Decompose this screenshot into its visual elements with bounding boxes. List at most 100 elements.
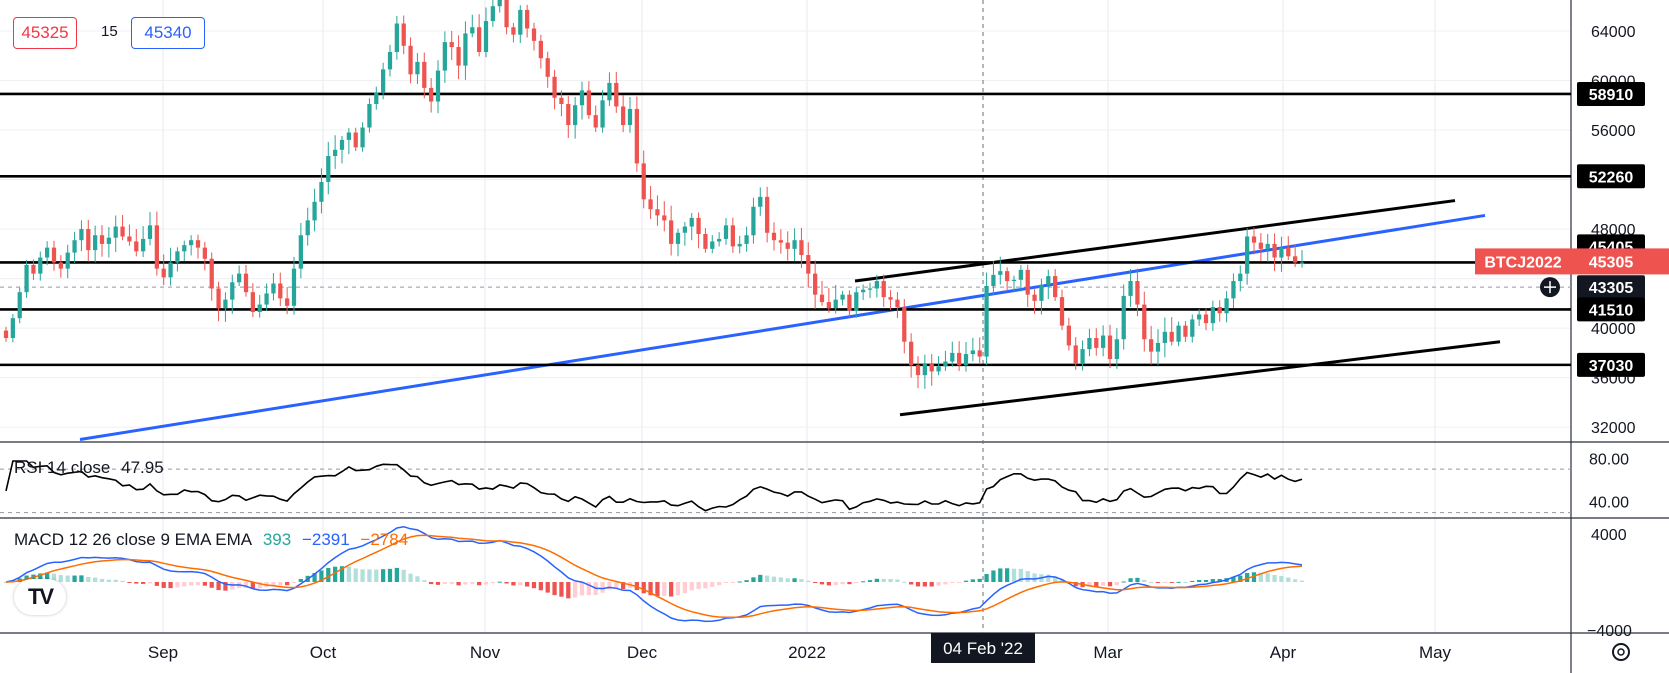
candle-body [991,274,996,286]
macd-histogram-bar [689,582,694,591]
macd-histogram-bar [113,579,118,582]
rsi-line [5,460,1303,512]
macd-histogram-bar [353,568,358,582]
macd-histogram-bar [429,582,434,585]
candle-body [806,255,811,274]
macd-histogram-bar [1245,573,1250,582]
macd-histogram-bar [381,569,386,582]
macd-histogram-bar [717,582,722,586]
macd-histogram-bar [943,582,948,585]
macd-legend-hist: 393 [262,530,292,549]
candle-body [360,127,365,148]
macd-histogram-bar [456,582,461,586]
candle-body [566,104,571,126]
macd-histogram-bar [778,577,783,582]
candle-body [511,27,516,35]
candle-body [223,299,228,309]
candle-body [175,251,180,263]
macd-histogram-bar [675,582,681,596]
candle-body [929,364,934,372]
macd-histogram-bar [298,578,303,582]
macd-histogram-bar [915,582,921,587]
symbol-tag: BTCJ2022 [1484,254,1561,271]
level-tag-text: 41510 [1589,302,1634,319]
macd-histogram-bar [771,576,777,582]
macd-histogram-bar [511,582,516,586]
candle-body [1299,262,1305,264]
macd-histogram-bar [614,582,619,589]
macd-histogram-bar [600,582,605,593]
macd-histogram-bar [970,579,975,582]
candle-body [1142,304,1147,340]
candle-body [984,286,989,357]
macd-histogram-bar [147,582,153,584]
macd-histogram-bar [1169,582,1174,583]
macd-histogram-bar [326,567,331,582]
channel-upper-line [854,199,1456,283]
tradingview-logo[interactable]: TV [14,579,66,615]
macd-histogram-bar [730,582,735,583]
macd-histogram-bar [490,582,495,584]
macd-histogram-bar [86,577,91,582]
macd-histogram-bar [257,582,262,589]
macd-legend[interactable]: MACD 12 26 close 9 EMA EMA 393 −2391 −27… [14,530,414,550]
macd-legend-macd: −2391 [301,530,350,549]
candle-body [867,288,873,290]
candle-body [586,90,591,116]
macd-histogram-bar [538,582,543,591]
macd-line [5,526,1303,623]
candle-body [93,235,98,251]
candle-body [319,182,324,202]
candle-body [826,302,831,309]
rsi-legend[interactable]: RSI 14 close 47.95 [14,458,170,478]
macd-histogram-bar [1087,582,1092,587]
candle-body [737,243,742,247]
macd-histogram-bar [518,582,523,586]
macd-histogram-bar [998,568,1003,582]
candle-body [1080,349,1085,364]
macd-histogram-bar [813,582,818,583]
candle-body [874,281,879,289]
candle-body [627,108,633,126]
macd-histogram-bar [977,578,982,582]
macd-histogram-bar [106,579,111,582]
macd-axis-tick: −4000 [1587,623,1632,640]
macd-histogram-bar [579,582,585,596]
candle-body [38,257,43,274]
candle-body [943,361,948,367]
level-tag-text: 37030 [1589,358,1634,375]
time-axis-tick: Sep [148,643,178,662]
macd-histogram-bar [1032,573,1037,582]
macd-histogram-bar [134,582,139,584]
candle-body [3,330,9,338]
candle-body [394,23,399,52]
candle-body [703,234,708,249]
macd-histogram-bar [1121,581,1126,583]
bid-price-box[interactable]: 45325 [13,17,77,49]
macd-histogram-bar [648,582,653,596]
macd-histogram-bar [1162,582,1167,583]
macd-histogram-bar [387,568,393,582]
macd-histogram-bar [449,582,454,584]
candle-body [470,27,475,34]
level-tag [1577,81,1645,106]
candle-body [1073,345,1078,364]
ask-price-box[interactable]: 45340 [131,17,205,49]
candle-body [381,69,386,93]
crosshair-plus-glyph [1544,281,1556,294]
macd-histogram-bar [840,582,845,585]
candle-body [24,264,29,293]
candle-body [579,90,585,106]
macd-histogram-bar [559,582,564,597]
candle-body [45,247,50,258]
candle-body [305,220,310,236]
macd-histogram-bar [1251,572,1257,582]
macd-histogram-bar [168,582,173,589]
candle-body [408,45,413,75]
macd-histogram-bar [819,582,825,585]
macd-histogram-bar [525,582,530,587]
candle-body [490,6,495,22]
macd-histogram-bar [79,575,84,582]
candle-body [621,106,626,126]
